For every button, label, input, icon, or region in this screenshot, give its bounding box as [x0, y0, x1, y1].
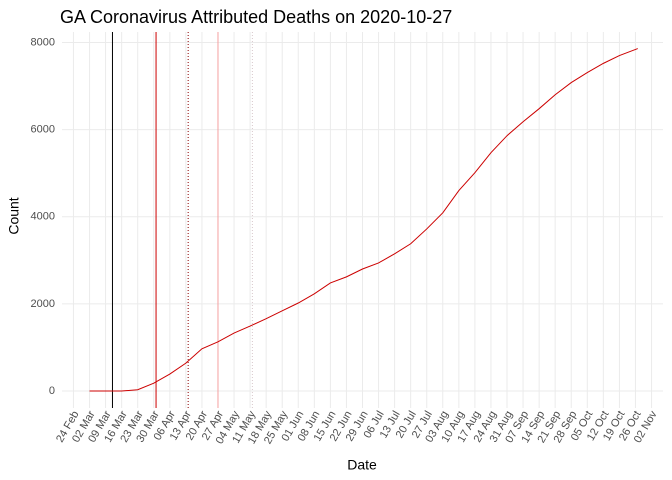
y-tick-label: 2000 — [31, 298, 55, 310]
chart-title: GA Coronavirus Attributed Deaths on 2020… — [60, 7, 452, 27]
y-tick-label: 0 — [49, 385, 55, 397]
y-tick-label: 8000 — [31, 36, 55, 48]
data-line — [89, 48, 638, 392]
x-axis-title: Date — [347, 457, 377, 473]
y-tick-label: 4000 — [31, 211, 55, 223]
y-tick-label: 6000 — [31, 124, 55, 136]
y-axis-title: Count — [6, 197, 22, 234]
